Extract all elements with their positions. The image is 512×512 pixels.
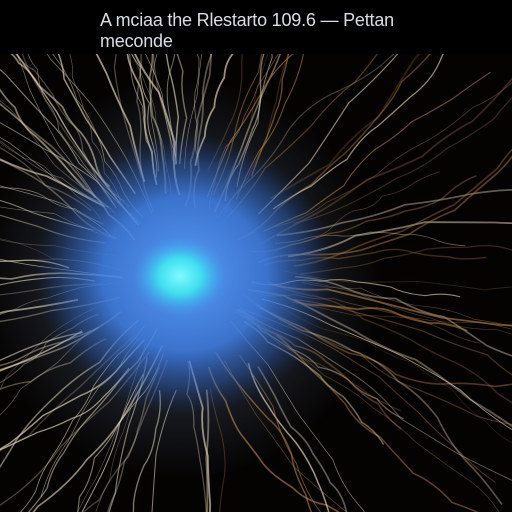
caption-line-1: A mciaa the Rlestarto 109.6 — Pettan (100, 10, 394, 30)
illustration (0, 54, 512, 512)
cyan-core (132, 236, 228, 316)
caption-line-2: meconde (100, 31, 173, 51)
caption-bar: A mciaa the Rlestarto 109.6 — Pettan mec… (0, 0, 512, 54)
glowing-sphere-illustration (0, 54, 512, 512)
